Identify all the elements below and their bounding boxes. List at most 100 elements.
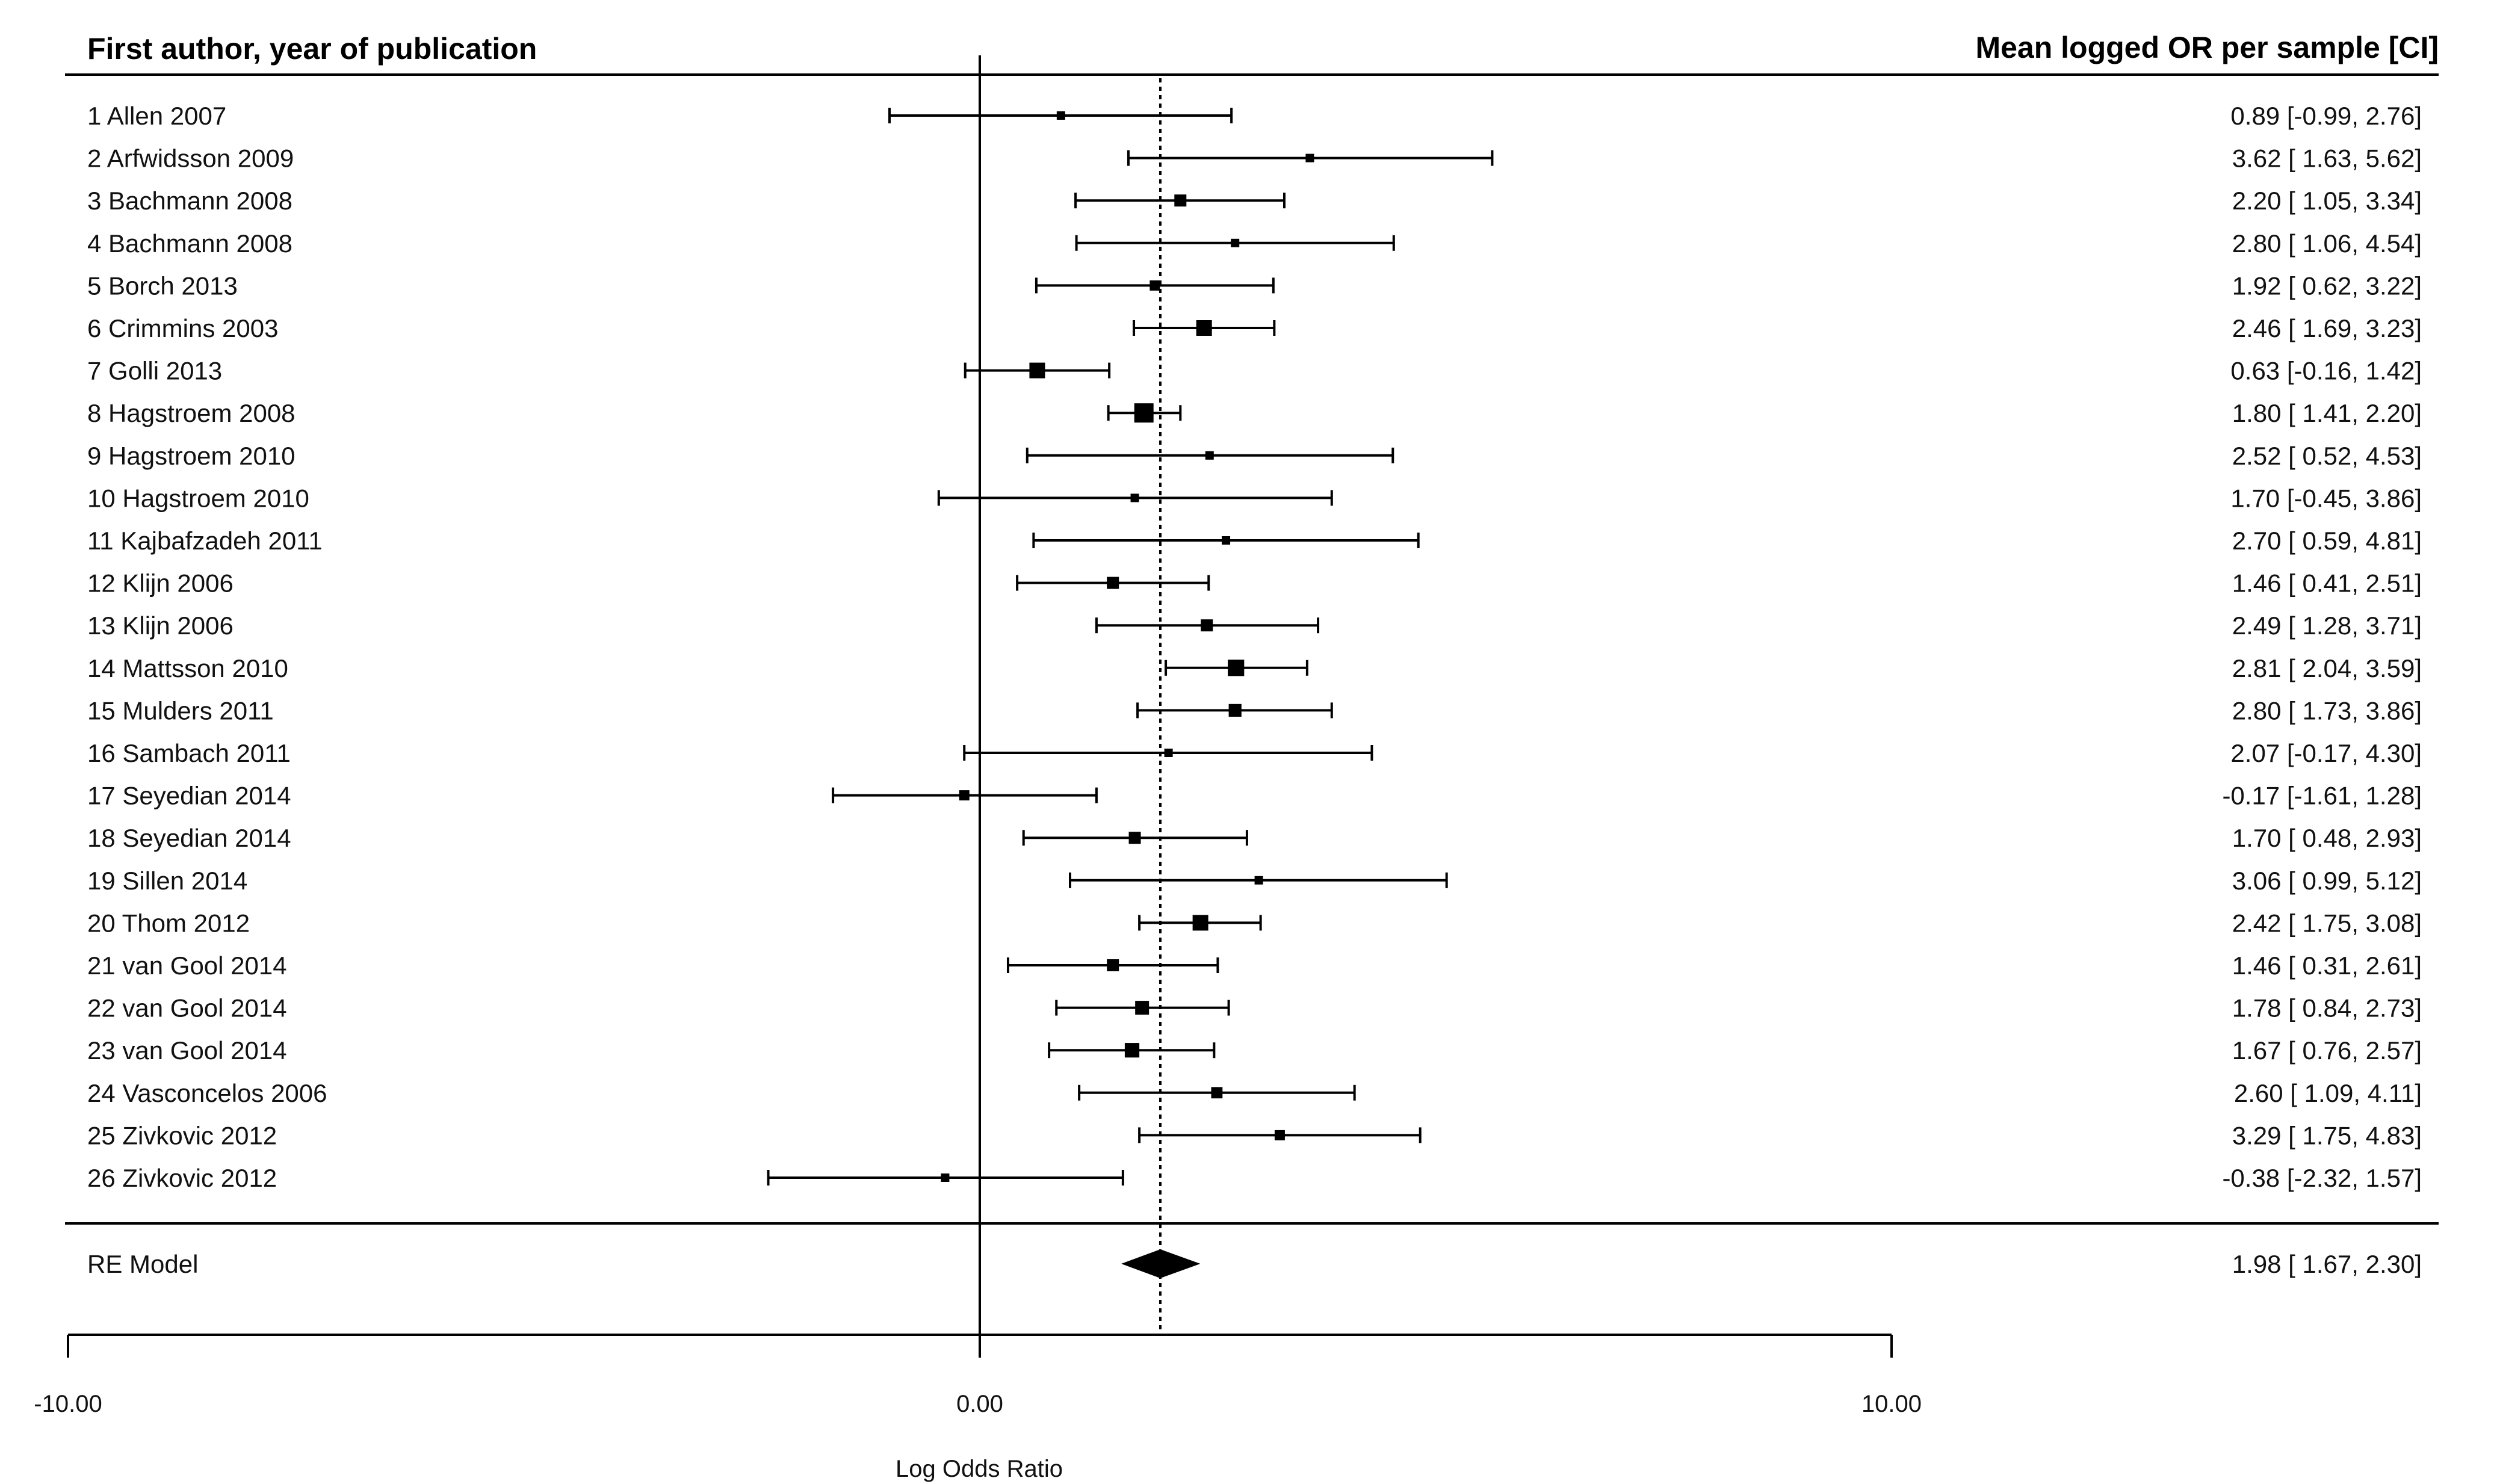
point-estimate — [1201, 619, 1213, 632]
study-label: 9 Hagstroem 2010 — [87, 442, 296, 470]
point-estimate — [1196, 320, 1212, 336]
point-estimate — [1228, 703, 1242, 717]
study-row: 15 Mulders 2011 2.80 [ 1.73, 3.86] — [87, 696, 2422, 725]
point-estimate — [1128, 832, 1141, 844]
estimate-ci-text: 0.63 [-0.16, 1.42] — [2230, 357, 2422, 385]
x-tick-label: 0.00 — [956, 1391, 1003, 1417]
point-estimate — [1056, 111, 1065, 120]
study-label: 8 Hagstroem 2008 — [87, 399, 296, 427]
point-estimate — [1164, 749, 1173, 757]
estimate-ci-text: -0.38 [-2.32, 1.57] — [2222, 1164, 2422, 1192]
x-axis: -10.00 0.00 10.00 — [34, 1334, 1922, 1417]
study-label: 26 Zivkovic 2012 — [87, 1164, 277, 1192]
estimate-ci-text: 2.07 [-0.17, 4.30] — [2230, 739, 2422, 767]
summary-row: RE Model 1.98 [ 1.67, 2.30] — [87, 1249, 2422, 1278]
study-row: 7 Golli 2013 0.63 [-0.16, 1.42] — [87, 357, 2422, 385]
study-label: 15 Mulders 2011 — [87, 696, 274, 725]
point-estimate — [941, 1173, 950, 1182]
study-row: 4 Bachmann 2008 2.80 [ 1.06, 4.54] — [87, 229, 2422, 258]
summary-diamond — [1121, 1249, 1201, 1278]
estimate-ci-text: 3.29 [ 1.75, 4.83] — [2232, 1121, 2422, 1149]
study-row: 21 van Gool 2014 1.46 [ 0.31, 2.61] — [87, 951, 2422, 980]
study-row: 11 Kajbafzadeh 2011 2.70 [ 0.59, 4.81] — [87, 527, 2422, 555]
study-row: 8 Hagstroem 2008 1.80 [ 1.41, 2.20] — [87, 399, 2422, 427]
point-estimate — [1205, 451, 1214, 460]
study-row: 14 Mattsson 2010 2.81 [ 2.04, 3.59] — [87, 654, 2422, 682]
estimate-ci-text: 2.49 [ 1.28, 3.71] — [2232, 611, 2422, 640]
study-label: 11 Kajbafzadeh 2011 — [87, 527, 323, 555]
study-label: 3 Bachmann 2008 — [87, 187, 292, 215]
study-label: 7 Golli 2013 — [87, 357, 222, 385]
study-row: 26 Zivkovic 2012 -0.38 [-2.32, 1.57] — [87, 1164, 2422, 1192]
point-estimate — [1107, 577, 1119, 589]
point-estimate — [1211, 1087, 1223, 1099]
study-row: 2 Arfwidsson 2009 3.62 [ 1.63, 5.62] — [87, 144, 2422, 173]
left-column-header: First author, year of publication — [87, 32, 537, 66]
study-row: 6 Crimmins 2003 2.46 [ 1.69, 3.23] — [87, 314, 2422, 342]
study-row: 19 Sillen 2014 3.06 [ 0.99, 5.12] — [87, 867, 2422, 895]
study-row: 17 Seyedian 2014 -0.17 [-1.61, 1.28] — [87, 782, 2422, 810]
point-estimate — [1124, 1043, 1140, 1058]
study-label: 1 Allen 2007 — [87, 102, 226, 130]
study-row: 10 Hagstroem 2010 1.70 [-0.45, 3.86] — [87, 484, 2422, 512]
estimate-ci-text: 2.81 [ 2.04, 3.59] — [2232, 654, 2422, 682]
point-estimate — [1192, 915, 1208, 931]
study-row: 20 Thom 2012 2.42 [ 1.75, 3.08] — [87, 909, 2422, 937]
estimate-ci-text: 2.46 [ 1.69, 3.23] — [2232, 314, 2422, 342]
study-label: 20 Thom 2012 — [87, 909, 250, 937]
point-estimate — [1130, 493, 1139, 502]
point-estimate — [1029, 362, 1045, 379]
study-label: 13 Klijn 2006 — [87, 611, 234, 640]
estimate-ci-text: 2.80 [ 1.73, 3.86] — [2232, 696, 2422, 725]
study-row: 23 van Gool 2014 1.67 [ 0.76, 2.57] — [87, 1036, 2422, 1065]
estimate-ci-text: 3.06 [ 0.99, 5.12] — [2232, 867, 2422, 895]
estimate-ci-text: 2.52 [ 0.52, 4.53] — [2232, 442, 2422, 470]
reference-lines — [979, 55, 1162, 1335]
estimate-ci-text: 2.20 [ 1.05, 3.34] — [2232, 187, 2422, 215]
study-row: 24 Vasconcelos 2006 2.60 [ 1.09, 4.11] — [87, 1079, 2422, 1107]
study-row: 9 Hagstroem 2010 2.52 [ 0.52, 4.53] — [87, 442, 2422, 470]
study-label: 16 Sambach 2011 — [87, 739, 291, 767]
study-row: 1 Allen 2007 0.89 [-0.99, 2.76] — [87, 102, 2422, 130]
study-row: 25 Zivkovic 2012 3.29 [ 1.75, 4.83] — [87, 1121, 2422, 1149]
point-estimate — [1254, 876, 1263, 885]
point-estimate — [1150, 280, 1160, 291]
estimate-ci-text: 2.60 [ 1.09, 4.11] — [2234, 1079, 2422, 1107]
study-label: 23 van Gool 2014 — [87, 1036, 287, 1065]
study-label: 2 Arfwidsson 2009 — [87, 144, 294, 173]
study-row: 16 Sambach 2011 2.07 [-0.17, 4.30] — [87, 739, 2422, 767]
study-label: 19 Sillen 2014 — [87, 867, 247, 895]
estimate-ci-text: 2.80 [ 1.06, 4.54] — [2232, 229, 2422, 258]
study-label: 17 Seyedian 2014 — [87, 782, 291, 810]
summary-label: RE Model — [87, 1250, 198, 1278]
estimate-ci-text: 1.80 [ 1.41, 2.20] — [2232, 399, 2422, 427]
point-estimate — [1274, 1130, 1285, 1140]
estimate-ci-text: 1.67 [ 0.76, 2.57] — [2232, 1036, 2422, 1065]
estimate-ci-text: 2.42 [ 1.75, 3.08] — [2232, 909, 2422, 937]
point-estimate — [1231, 238, 1240, 247]
point-estimate — [1305, 153, 1314, 162]
study-row: 3 Bachmann 2008 2.20 [ 1.05, 3.34] — [87, 187, 2422, 215]
study-row: 12 Klijn 2006 1.46 [ 0.41, 2.51] — [87, 569, 2422, 598]
study-row: 22 van Gool 2014 1.78 [ 0.84, 2.73] — [87, 994, 2422, 1022]
study-label: 22 van Gool 2014 — [87, 994, 287, 1022]
point-estimate — [1107, 959, 1119, 971]
study-label: 6 Crimmins 2003 — [87, 314, 278, 342]
study-label: 4 Bachmann 2008 — [87, 229, 292, 258]
study-rows: 1 Allen 2007 0.89 [-0.99, 2.76] 2 Arfwidss… — [87, 102, 2422, 1192]
estimate-ci-text: 0.89 [-0.99, 2.76] — [2230, 102, 2422, 130]
point-estimate — [1135, 1001, 1150, 1015]
x-tick-label: -10.00 — [34, 1391, 102, 1417]
estimate-ci-text: 1.46 [ 0.41, 2.51] — [2232, 569, 2422, 598]
study-row: 13 Klijn 2006 2.49 [ 1.28, 3.71] — [87, 611, 2422, 640]
estimate-ci-text: 1.78 [ 0.84, 2.73] — [2232, 994, 2422, 1022]
estimate-ci-text: 3.62 [ 1.63, 5.62] — [2232, 144, 2422, 173]
estimate-ci-text: 1.46 [ 0.31, 2.61] — [2232, 951, 2422, 980]
estimate-ci-text: 1.70 [ 0.48, 2.93] — [2232, 824, 2422, 852]
x-axis-label: Log Odds Ratio — [896, 1456, 1063, 1482]
point-estimate — [1228, 660, 1245, 676]
estimate-ci-text: -0.17 [-1.61, 1.28] — [2222, 782, 2422, 810]
study-label: 21 van Gool 2014 — [87, 951, 287, 980]
study-row: 5 Borch 2013 1.92 [ 0.62, 3.22] — [87, 271, 2422, 300]
